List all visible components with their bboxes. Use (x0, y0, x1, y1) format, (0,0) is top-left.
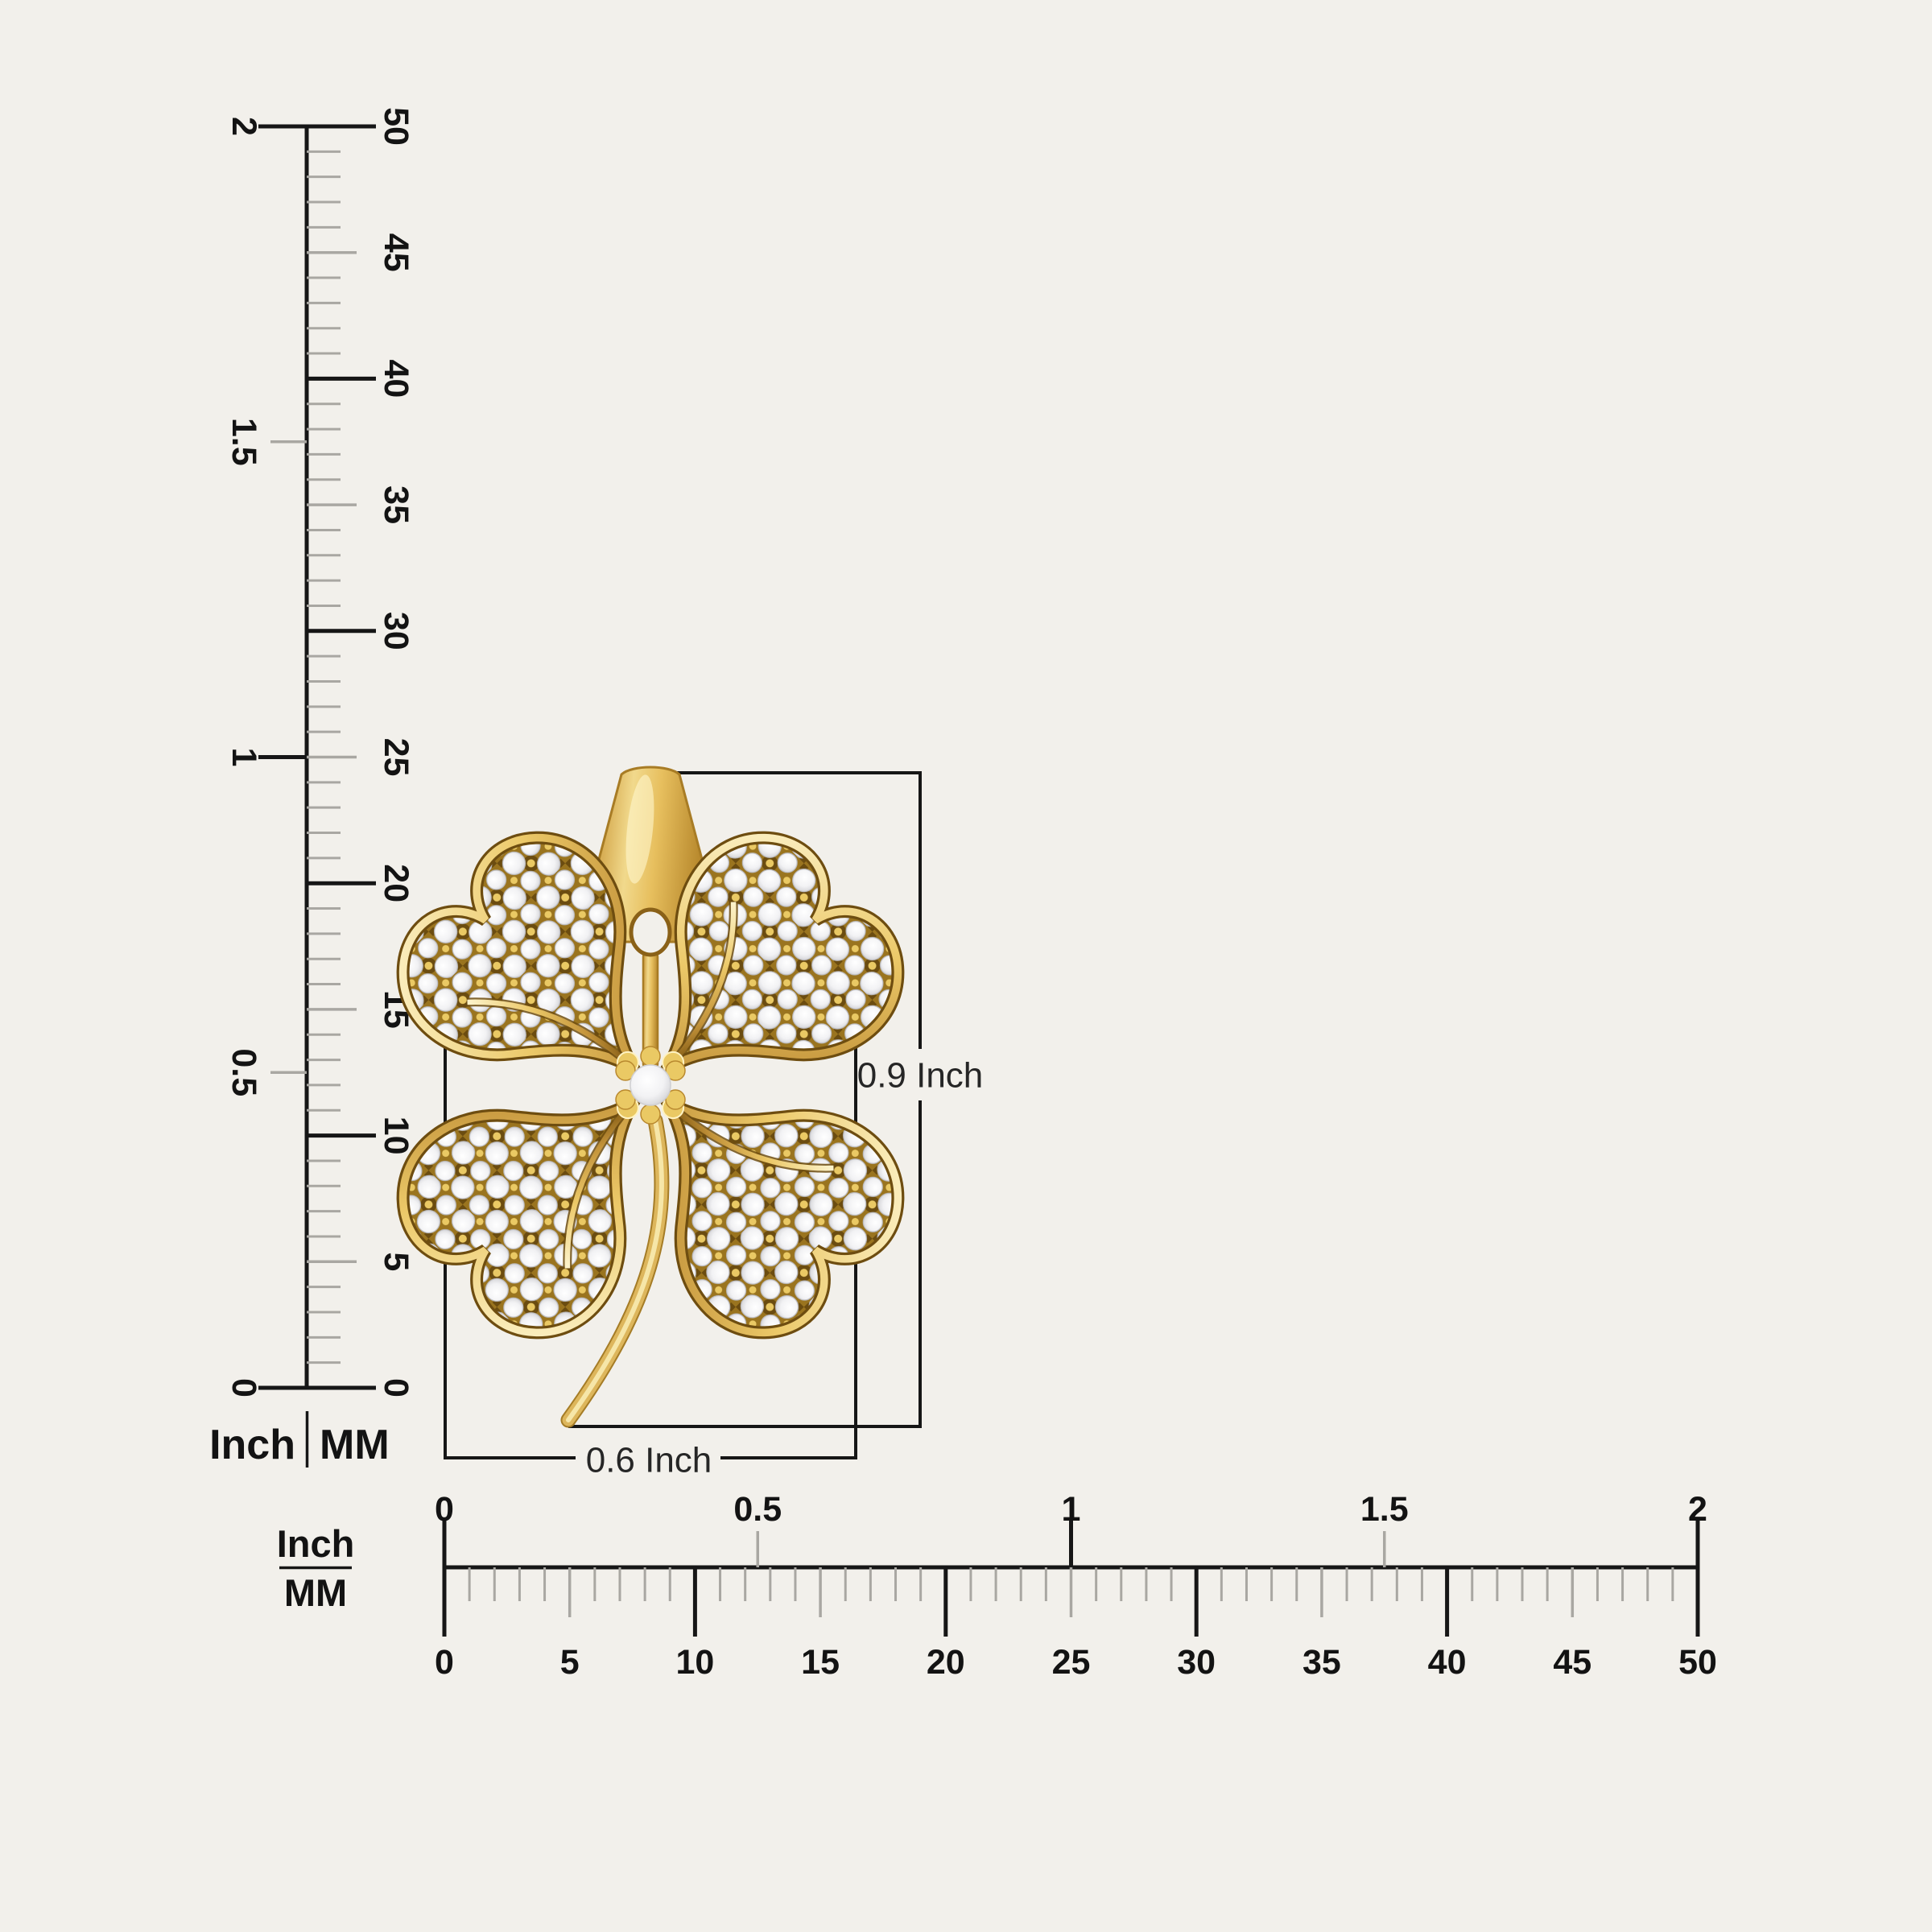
mm-tick-label: 30 (1177, 1643, 1216, 1682)
mm-tick-label: 50 (1678, 1643, 1717, 1682)
horizontal-ruler-mm-unit-label: MM (284, 1571, 347, 1614)
mm-tick-label: 0 (435, 1643, 454, 1682)
inch-tick-label: 1.5 (225, 418, 263, 466)
inch-tick-label: 0 (225, 1378, 263, 1397)
vertical-ruler-mm-unit-label: MM (320, 1422, 390, 1468)
inch-tick-label: 2 (225, 117, 263, 136)
inch-tick-label: 1 (1062, 1490, 1081, 1529)
inch-tick-label: 2 (1688, 1490, 1707, 1529)
mm-tick-label: 35 (1302, 1643, 1341, 1682)
mm-tick-label: 10 (377, 1117, 415, 1155)
mm-tick-label: 0 (377, 1378, 415, 1397)
mm-tick-label: 20 (927, 1643, 965, 1682)
width-dimension-label: 0.6 Inch (586, 1440, 712, 1480)
mm-tick-label: 45 (1553, 1643, 1591, 1682)
pendant-center-diamond (615, 1046, 686, 1125)
inch-tick-label: 0 (435, 1490, 454, 1529)
mm-tick-label: 10 (675, 1643, 714, 1682)
vertical-ruler-inch-unit-label: Inch (209, 1422, 295, 1468)
mm-tick-label: 25 (1052, 1643, 1091, 1682)
mm-tick-label: 15 (801, 1643, 840, 1682)
mm-tick-label: 45 (377, 233, 415, 272)
mm-tick-label: 5 (377, 1252, 415, 1271)
pendant-bail (594, 766, 707, 1072)
mm-tick-label: 5 (560, 1643, 580, 1682)
mm-tick-label: 40 (1428, 1643, 1467, 1682)
mm-tick-label: 30 (377, 612, 415, 650)
height-dimension-label: 0.9 Inch (857, 1055, 984, 1095)
mm-tick-label: 40 (377, 359, 415, 398)
mm-tick-label: 20 (377, 864, 415, 902)
pendant-stem (560, 1113, 670, 1428)
inch-tick-label: 1.5 (1360, 1490, 1409, 1529)
mm-tick-label: 25 (377, 738, 415, 777)
mm-tick-label: 35 (377, 485, 415, 524)
clover-pendant-image (373, 766, 928, 1428)
vertical-ruler-units: Inch MM (209, 1411, 390, 1468)
horizontal-ruler: 0 5 10 15 20 25 30 35 40 45 50 0 0.5 1 1.5 2 (435, 1490, 1717, 1682)
horizontal-ruler-units: Inch MM (277, 1522, 355, 1614)
mm-tick-label: 50 (377, 107, 415, 146)
horizontal-ruler-inch-unit-label: Inch (277, 1522, 355, 1565)
inch-tick-label: 1 (225, 748, 263, 767)
inch-tick-label: 0.5 (733, 1490, 782, 1529)
inch-tick-label: 0.5 (225, 1048, 263, 1096)
